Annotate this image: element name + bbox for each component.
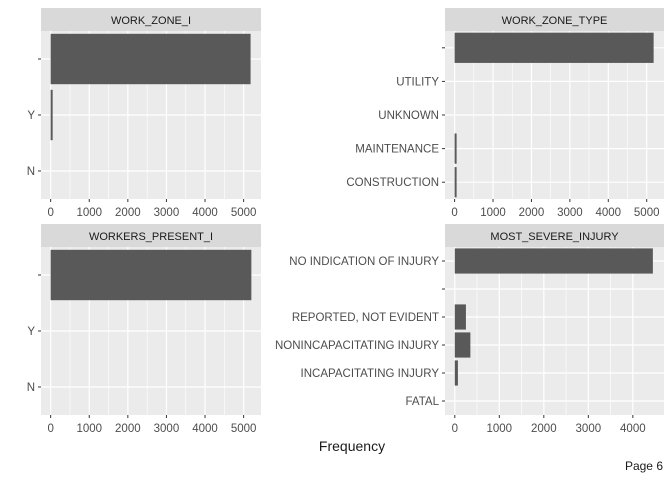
x-tick-label: 2000 <box>115 423 141 435</box>
x-tick-label: 1000 <box>76 207 102 219</box>
x-tick-label: 3000 <box>154 207 180 219</box>
bar <box>454 304 466 330</box>
panel-work-zone-i: WORK_ZONE_I Y N 0 1000 2000 3000 4000 5000 <box>27 8 261 219</box>
x-tick-label: 5000 <box>231 423 257 435</box>
category-label: NONINCAPACITATING INJURY <box>275 340 439 352</box>
x-tick-label: 2000 <box>519 207 545 219</box>
x-tick-label: 1000 <box>480 207 506 219</box>
category-label: MAINTENANCE <box>355 144 439 156</box>
bar <box>50 249 252 301</box>
bar <box>50 33 251 85</box>
bar <box>454 133 457 164</box>
panel-title: MOST_SEVERE_INJURY <box>490 231 619 243</box>
panel-title: WORK_ZONE_I <box>111 15 191 27</box>
panel-work-zone-type: WORK_ZONE_TYPE UTILITY UNKNOWN MAINTENANCE C… <box>346 8 664 219</box>
bar <box>454 32 654 63</box>
category-label: UTILITY <box>396 76 439 88</box>
x-tick-label: 2000 <box>115 207 141 219</box>
category-label: INCAPACITATING INJURY <box>301 368 440 380</box>
panel-strip <box>445 224 664 247</box>
category-label: UNKNOWN <box>378 110 439 122</box>
panel-workers-present-i: WORKERS_PRESENT_I Y N 0 1000 2000 3000 4000 5000 <box>27 224 261 435</box>
x-tick-label: 4000 <box>595 207 621 219</box>
bar <box>454 248 653 274</box>
category-label: Y <box>27 326 35 338</box>
x-tick-label: 1000 <box>487 423 513 435</box>
x-tick-label: 0 <box>47 423 53 435</box>
x-tick-label: 2000 <box>531 423 557 435</box>
category-label: FATAL <box>406 396 440 408</box>
x-tick-label: 5000 <box>634 207 660 219</box>
bar <box>454 332 471 358</box>
bar <box>454 360 458 386</box>
x-tick-label: 0 <box>451 207 457 219</box>
x-tick-label: 4000 <box>192 207 218 219</box>
category-label: NO INDICATION OF INJURY <box>289 256 439 268</box>
x-axis-title: Frequency <box>319 438 385 454</box>
x-tick-label: 3000 <box>154 423 180 435</box>
panel-strip <box>445 8 664 31</box>
panel-title: WORKERS_PRESENT_I <box>89 231 213 243</box>
x-tick-label: 4000 <box>620 423 646 435</box>
x-tick-label: 4000 <box>192 423 218 435</box>
panel-title: WORK_ZONE_TYPE <box>502 15 608 27</box>
panel-most-severe-injury: MOST_SEVERE_INJURY NO INDICATION OF INJUR… <box>275 224 664 435</box>
category-label: CONSTRUCTION <box>346 177 439 189</box>
x-tick-label: 1000 <box>76 423 102 435</box>
category-label: Y <box>27 110 35 122</box>
bar <box>454 167 457 198</box>
panel-strip <box>41 8 261 31</box>
x-tick-label: 5000 <box>231 207 257 219</box>
category-label: N <box>27 166 35 178</box>
page-number: Page 6 <box>624 459 663 473</box>
panel-background <box>445 247 664 415</box>
category-label: N <box>27 382 35 394</box>
x-tick-label: 3000 <box>576 423 602 435</box>
x-tick-label: 0 <box>47 207 53 219</box>
x-tick-label: 0 <box>452 423 458 435</box>
x-tick-label: 3000 <box>557 207 583 219</box>
bar <box>50 89 53 141</box>
category-label: REPORTED, NOT EVIDENT <box>292 312 439 324</box>
panel-strip <box>41 224 261 247</box>
